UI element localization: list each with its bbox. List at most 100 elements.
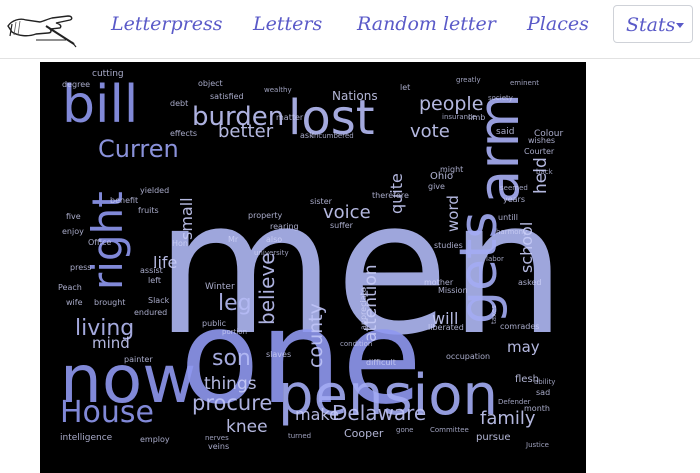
cloud-word-may: may — [507, 338, 540, 356]
cloud-word-bill: bill — [62, 75, 138, 135]
cloud-word-gone: gone — [396, 426, 413, 434]
cloud-word-veins: veins — [208, 442, 229, 451]
cloud-word-procure: procure — [192, 391, 272, 415]
cloud-word-turned: turned — [288, 432, 311, 440]
cloud-word-office: Office — [88, 238, 111, 247]
cloud-word-hon: Hon — [172, 239, 188, 248]
cloud-word-cooper: Cooper — [344, 427, 384, 440]
cloud-word-living: living — [75, 316, 134, 341]
stats-dropdown-button[interactable]: Stats — [613, 5, 693, 43]
nav-places[interactable]: Places — [527, 13, 589, 35]
cloud-word-taxes: taxes — [490, 305, 498, 324]
cloud-word-things: things — [204, 374, 257, 394]
cloud-word-attention: attention — [361, 264, 381, 342]
cloud-word-back: back — [536, 168, 554, 176]
cloud-word-voice: voice — [323, 202, 371, 223]
cloud-word-people: people — [419, 93, 483, 115]
cloud-word-school: school — [517, 222, 536, 273]
cloud-word-knee: knee — [226, 417, 268, 437]
cloud-word-untill: untill — [498, 213, 518, 222]
cloud-word-property: property — [248, 211, 283, 220]
cloud-word-believe: believe — [255, 252, 279, 325]
cloud-word-left: left — [148, 276, 161, 285]
word-cloud: men one now pension lost bill arm gets right Hous… — [40, 62, 586, 473]
cloud-word-cutting: cutting — [92, 69, 124, 79]
cloud-word-degree: degree — [62, 80, 90, 89]
cloud-word-month: month — [524, 404, 550, 413]
cloud-word-press: press — [70, 263, 91, 272]
cloud-word-object: object — [198, 79, 223, 88]
cloud-word-seemed: seemed — [500, 184, 528, 192]
cloud-word-justice: Justice — [525, 441, 549, 449]
cloud-word-matter: matter — [276, 113, 304, 122]
cloud-word-one: one — [180, 281, 422, 433]
cloud-word-pension: pension — [278, 363, 498, 428]
cloud-word-endured: endured — [134, 308, 167, 317]
cloud-word-flesh: flesh — [515, 374, 539, 385]
cloud-word-ohio: Ohio — [430, 171, 453, 182]
cloud-word-men: men — [155, 160, 566, 376]
cloud-word-rearing: rearing — [270, 222, 299, 231]
cloud-word-benefit: benefit — [110, 196, 138, 205]
cloud-word-son: son — [212, 346, 251, 371]
cloud-word-assist: assist — [140, 266, 163, 275]
cloud-word-said: said — [496, 127, 514, 137]
nav-random-letter[interactable]: Random letter — [357, 13, 496, 35]
cloud-word-asked: asked — [518, 278, 541, 287]
cloud-word-university: university — [254, 249, 289, 257]
cloud-word-fruits: fruits — [138, 206, 159, 215]
nav-letterpress[interactable]: Letterpress — [111, 13, 223, 35]
cloud-word-winter: Winter — [205, 282, 235, 292]
cloud-word-society: society — [488, 94, 513, 102]
cloud-word-mother: mother — [424, 278, 454, 287]
cloud-word-enjoy: enjoy — [62, 227, 84, 236]
cloud-word-suffer: suffer — [330, 221, 354, 230]
cloud-word-colour: Colour — [534, 129, 564, 139]
cloud-word-small: small — [177, 197, 196, 240]
pointing-hand-pen-icon[interactable] — [6, 4, 78, 50]
cloud-word-eminent: eminent — [510, 79, 539, 87]
cloud-word-five: five — [66, 212, 81, 221]
cloud-word-labor: labor — [486, 255, 504, 263]
cloud-word-held: held — [531, 157, 551, 194]
cloud-word-brought: brought — [94, 298, 125, 307]
cloud-word-leg: leg — [218, 291, 252, 316]
cloud-word-slack: Slack — [148, 296, 170, 305]
cloud-word-committee: Committee — [430, 426, 469, 434]
cloud-word-courter: Courter — [524, 147, 555, 156]
nav-letters[interactable]: Letters — [253, 13, 323, 35]
cloud-word-nations: Nations — [332, 89, 378, 103]
cloud-word-effects: effects — [170, 129, 197, 138]
cloud-word-limb: limb — [468, 113, 485, 122]
cloud-word-nerves: nerves — [205, 434, 229, 442]
cloud-word-yielded: yielded — [140, 186, 169, 195]
cloud-word-better: better — [218, 121, 274, 142]
cloud-word-vote: vote — [410, 121, 450, 142]
cloud-word-years: years — [503, 195, 525, 204]
cloud-word-peach: Peach — [58, 283, 82, 292]
cloud-word-debt: debt — [170, 99, 188, 108]
word-cloud-background — [40, 62, 586, 473]
cloud-word-comrades: comrades — [500, 322, 539, 331]
cloud-word-public: public — [202, 319, 226, 328]
cloud-word-lost: lost — [288, 90, 375, 146]
cloud-word-occupation: occupation — [446, 352, 490, 361]
cloud-word-therefore: therefore — [372, 191, 409, 200]
cloud-word-harmony: harmony — [496, 228, 527, 236]
cloud-word-right: right — [83, 191, 132, 290]
caret-down-icon — [676, 23, 684, 28]
cloud-word-painter: painter — [124, 355, 153, 364]
cloud-word-make: make — [295, 405, 339, 424]
cloud-word-now: now — [60, 341, 196, 418]
cloud-word-portion: portion — [222, 328, 247, 336]
cloud-word-word: word — [444, 195, 462, 232]
cloud-word-insurance: insurance — [442, 113, 476, 121]
cloud-word-delaware: Delaware — [332, 401, 426, 425]
cloud-word-life: life — [153, 253, 177, 272]
stats-label: Stats — [626, 14, 676, 36]
cloud-word-wishes: wishes — [528, 136, 555, 145]
cloud-word-quite: quite — [387, 173, 406, 214]
cloud-word-family: family — [480, 408, 536, 429]
cloud-word-studies: studies — [434, 241, 463, 250]
